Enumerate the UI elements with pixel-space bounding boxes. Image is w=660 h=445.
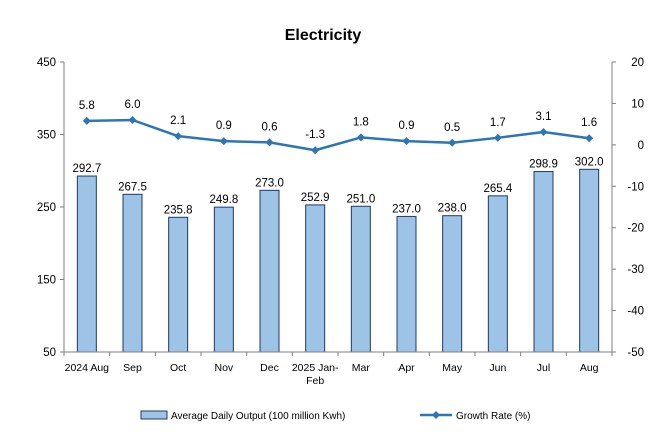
chart-title: Electricity [285,27,362,44]
bar [579,168,600,353]
x-tick-label: Nov [214,362,233,374]
x-tick-label: 2024 Aug [65,362,110,374]
bar [305,204,326,353]
bar-value-label: 265.4 [483,183,512,195]
bar [396,215,417,353]
y-left-tick-label: 150 [37,275,56,287]
y-left-tick-label: 50 [43,347,56,359]
growth-rate-value-label: 0.9 [399,120,415,132]
x-tick-label: Apr [398,362,415,374]
growth-rate-value-label: 0.6 [262,121,278,133]
bar [259,189,280,353]
bar-value-label: 298.9 [529,159,558,171]
growth-rate-marker [493,133,502,142]
data-labels: 292.7 267.5 235.8 249.8 273.0 252.9 251.0 237.0… [72,99,603,216]
growth-rate-marker [82,116,91,125]
bar [350,205,371,353]
y-left-tick-label: 250 [37,202,56,214]
x-tick-label: Feb [306,375,324,387]
x-tick-label: Jul [537,362,550,374]
bar-value-label: 237.0 [392,203,421,215]
growth-rate-value-label: 1.7 [490,117,506,129]
growth-rate-marker [585,134,594,143]
y-right-tick-label: 20 [631,57,644,69]
growth-rate-value-label: 1.6 [581,117,597,129]
growth-rate-marker [128,116,137,124]
growth-rate-value-label: 3.1 [536,111,552,123]
growth-rate-marker [311,146,320,155]
x-tick-label: Sep [123,362,142,374]
x-tick-label: May [442,362,463,374]
x-tick-label: Oct [170,362,186,374]
bar-series [76,168,600,353]
y-left-tick-label: 350 [37,130,56,142]
bar-value-label: 292.7 [72,163,101,175]
growth-rate-marker [356,133,365,142]
legend-bar-label: Average Daily Output (100 million Kwh) [171,411,345,422]
y-left-tick-label: 450 [37,57,56,69]
bar-value-label: 249.8 [209,194,238,206]
legend-line-marker [432,411,440,419]
bar-value-label: 252.9 [301,192,330,204]
bar [533,171,554,353]
x-tick-label: Aug [580,362,599,374]
bar [122,193,143,353]
bar [442,215,463,353]
bar-value-label: 302.0 [575,156,604,168]
legend-bar-swatch [140,410,168,420]
axes: 450 350 250 150 50 20 10 0 -10 -20 -30 -40 -50 2024 A… [37,57,644,387]
line-series [82,116,594,155]
bar-value-label: 267.5 [118,181,147,193]
growth-rate-marker [539,128,548,137]
x-tick-label: 2025 Jan- [292,362,339,374]
growth-rate-value-label: 5.8 [79,100,95,112]
y-right-tick-label: -40 [627,306,644,318]
y-right-tick-label: -50 [627,347,644,359]
growth-rate-marker [174,132,183,141]
bar [76,175,97,353]
x-tick-label: Jun [489,362,506,374]
bar [487,195,508,353]
bar-value-label: 235.8 [164,204,193,216]
y-right-tick-label: 10 [631,98,644,110]
legend: Average Daily Output (100 million Kwh) Gr… [140,410,530,422]
growth-rate-marker [219,137,228,146]
bar-value-label: 273.0 [255,177,284,189]
growth-rate-line [86,118,590,152]
bar-value-label: 251.0 [346,193,375,205]
y-right-tick-label: -10 [627,181,644,193]
growth-rate-value-label: -1.3 [305,129,325,141]
bar [213,206,234,353]
growth-rate-value-label: 0.5 [444,122,460,134]
x-tick-label: Mar [352,362,371,374]
growth-rate-marker [448,138,457,147]
growth-rate-value-label: 6.0 [125,99,141,111]
x-tick-label: Dec [260,362,279,374]
growth-rate-value-label: 0.9 [216,120,232,132]
y-right-tick-label: -20 [627,223,644,235]
legend-line-label: Growth Rate (%) [456,411,530,422]
growth-rate-value-label: 2.1 [170,115,186,127]
growth-rate-value-label: 1.8 [353,116,369,128]
y-right-tick-label: 0 [638,140,644,152]
bar [168,216,189,353]
growth-rate-marker [402,137,411,146]
growth-rate-marker [265,138,274,147]
y-right-tick-label: -30 [627,264,644,276]
bar-value-label: 238.0 [438,203,467,215]
